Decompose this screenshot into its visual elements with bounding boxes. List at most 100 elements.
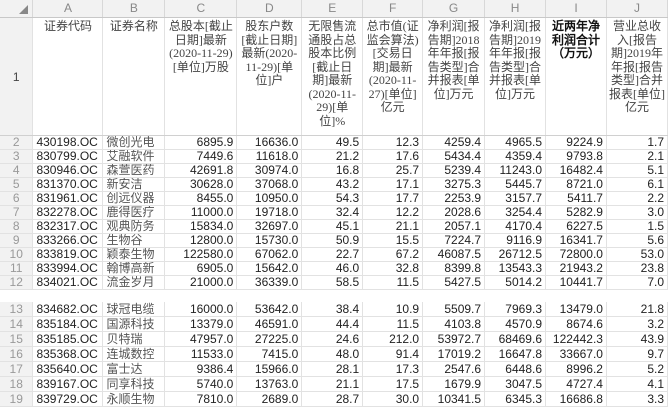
- column-header-d[interactable]: D: [236, 0, 303, 18]
- cell-value[interactable]: 3254.4: [484, 205, 546, 220]
- cell-value[interactable]: 10.9: [362, 302, 424, 317]
- cell-value[interactable]: 32.8: [362, 261, 424, 276]
- cell-value[interactable]: 68469.6: [484, 331, 546, 347]
- cell-value[interactable]: 15.5: [362, 233, 424, 248]
- cell-value[interactable]: 4727.4: [545, 376, 607, 392]
- cell-value[interactable]: 67062.0: [236, 247, 303, 262]
- cell-value[interactable]: 17019.2: [422, 346, 486, 362]
- cell-value[interactable]: 2689.0: [236, 391, 303, 407]
- header-cell[interactable]: 近两年净利润合计（万元）: [545, 17, 607, 136]
- cell-value[interactable]: 15966.0: [236, 361, 303, 377]
- cell-value[interactable]: 2057.1: [422, 219, 486, 234]
- cell-code[interactable]: 833994.OC: [32, 261, 104, 276]
- cell-code[interactable]: 830946.OC: [32, 163, 104, 178]
- cell-code[interactable]: 834021.OC: [32, 275, 104, 290]
- cell-value[interactable]: 3275.3: [422, 177, 486, 192]
- cell-name[interactable]: 创远仪器: [102, 191, 166, 206]
- cell-value[interactable]: 38.4: [301, 302, 364, 317]
- cell-value[interactable]: 16341.7: [545, 233, 607, 248]
- cell-value[interactable]: 9116.9: [484, 233, 546, 248]
- cell-value[interactable]: 3.0: [606, 205, 668, 220]
- header-cell[interactable]: 总市值(证监会算法)[交易日期]最新(2020-11-27)[单位]亿元: [362, 17, 424, 136]
- row-number[interactable]: 1: [0, 17, 34, 136]
- cell-value[interactable]: 2253.9: [422, 191, 486, 206]
- cell-value[interactable]: 24.6: [301, 331, 364, 347]
- column-header-a[interactable]: A: [32, 0, 104, 18]
- row-number[interactable]: 13: [0, 302, 34, 317]
- cell-value[interactable]: 46591.0: [236, 316, 303, 332]
- column-header-h[interactable]: H: [484, 0, 546, 18]
- cell-value[interactable]: 4259.4: [422, 135, 486, 150]
- row-number[interactable]: 3: [0, 149, 34, 164]
- cell-code[interactable]: 831370.OC: [32, 177, 104, 192]
- cell-value[interactable]: 53642.0: [236, 302, 303, 317]
- cell-name[interactable]: 颖泰生物: [102, 247, 166, 262]
- header-cell[interactable]: 证券名称: [102, 17, 166, 136]
- cell-value[interactable]: 91.4: [362, 346, 424, 362]
- cell-value[interactable]: 37068.0: [236, 177, 303, 192]
- column-header-b[interactable]: B: [102, 0, 166, 18]
- cell-value[interactable]: 2028.6: [422, 205, 486, 220]
- cell-value[interactable]: 30974.0: [236, 163, 303, 178]
- cell-value[interactable]: 17.1: [362, 177, 424, 192]
- cell-value[interactable]: 21.1: [362, 219, 424, 234]
- cell-name[interactable]: 连城数控: [102, 346, 166, 362]
- cell-value[interactable]: 11.5: [362, 316, 424, 332]
- row-number[interactable]: 17: [0, 361, 34, 377]
- cell-value[interactable]: 9.7: [606, 346, 668, 362]
- cell-value[interactable]: 12800.0: [164, 233, 238, 248]
- cell-value[interactable]: 5014.2: [484, 275, 546, 290]
- cell-value[interactable]: 10341.5: [422, 391, 486, 407]
- cell-name[interactable]: 森萱医药: [102, 163, 166, 178]
- cell-value[interactable]: 21.1: [301, 376, 364, 392]
- cell-value[interactable]: 43.9: [606, 331, 668, 347]
- cell-value[interactable]: 5509.7: [422, 302, 486, 317]
- cell-value[interactable]: 17.6: [362, 149, 424, 164]
- cell-name[interactable]: 永顺生物: [102, 391, 166, 407]
- cell-value[interactable]: 8996.2: [545, 361, 607, 377]
- cell-value[interactable]: 8674.6: [545, 316, 607, 332]
- cell-value[interactable]: 5445.7: [484, 177, 546, 192]
- cell-value[interactable]: 33667.0: [545, 346, 607, 362]
- cell-value[interactable]: 2.2: [606, 191, 668, 206]
- header-cell[interactable]: 证券代码: [32, 17, 104, 136]
- cell-value[interactable]: 8721.0: [545, 177, 607, 192]
- row-number[interactable]: 18: [0, 376, 34, 392]
- cell-value[interactable]: 7810.0: [164, 391, 238, 407]
- cell-value[interactable]: 7224.7: [422, 233, 486, 248]
- cell-value[interactable]: 11.5: [362, 275, 424, 290]
- cell-value[interactable]: 6.1: [606, 177, 668, 192]
- cell-value[interactable]: 122442.3: [545, 331, 607, 347]
- cell-value[interactable]: 16482.4: [545, 163, 607, 178]
- cell-value[interactable]: 212.0: [362, 331, 424, 347]
- cell-code[interactable]: 835640.OC: [32, 361, 104, 377]
- cell-value[interactable]: 6448.6: [484, 361, 546, 377]
- cell-value[interactable]: 13379.0: [164, 316, 238, 332]
- cell-value[interactable]: 5434.4: [422, 149, 486, 164]
- cell-value[interactable]: 4103.8: [422, 316, 486, 332]
- row-number[interactable]: 15: [0, 331, 34, 347]
- cell-code[interactable]: 835368.OC: [32, 346, 104, 362]
- cell-value[interactable]: 6905.0: [164, 261, 238, 276]
- header-cell[interactable]: 总股本[截止日期]最新(2020-11-29)[单位]万股: [164, 17, 238, 136]
- cell-value[interactable]: 4965.5: [484, 135, 546, 150]
- cell-value[interactable]: 30.0: [362, 391, 424, 407]
- cell-value[interactable]: 1.7: [606, 135, 668, 150]
- cell-value[interactable]: 15730.0: [236, 233, 303, 248]
- cell-value[interactable]: 6895.9: [164, 135, 238, 150]
- row-number[interactable]: 10: [0, 247, 34, 262]
- cell-value[interactable]: 7969.3: [484, 302, 546, 317]
- select-all-button[interactable]: [0, 0, 34, 18]
- cell-value[interactable]: 3.3: [606, 391, 668, 407]
- row-number[interactable]: 14: [0, 316, 34, 332]
- cell-name[interactable]: 球冠电缆: [102, 302, 166, 317]
- cell-value[interactable]: 21000.0: [164, 275, 238, 290]
- cell-value[interactable]: 16000.0: [164, 302, 238, 317]
- header-cell[interactable]: 营业总收入[报告期]2019年年报[报告类型]合并报表[单位]亿元: [606, 17, 668, 136]
- cell-name[interactable]: 鹿得医疗: [102, 205, 166, 220]
- cell-name[interactable]: 国源科技: [102, 316, 166, 332]
- cell-value[interactable]: 7449.6: [164, 149, 238, 164]
- cell-value[interactable]: 21.8: [606, 302, 668, 317]
- header-cell[interactable]: 净利润[报告期]2018年年报[报告类型]合并报表[单位]万元: [422, 17, 486, 136]
- cell-value[interactable]: 5.2: [606, 361, 668, 377]
